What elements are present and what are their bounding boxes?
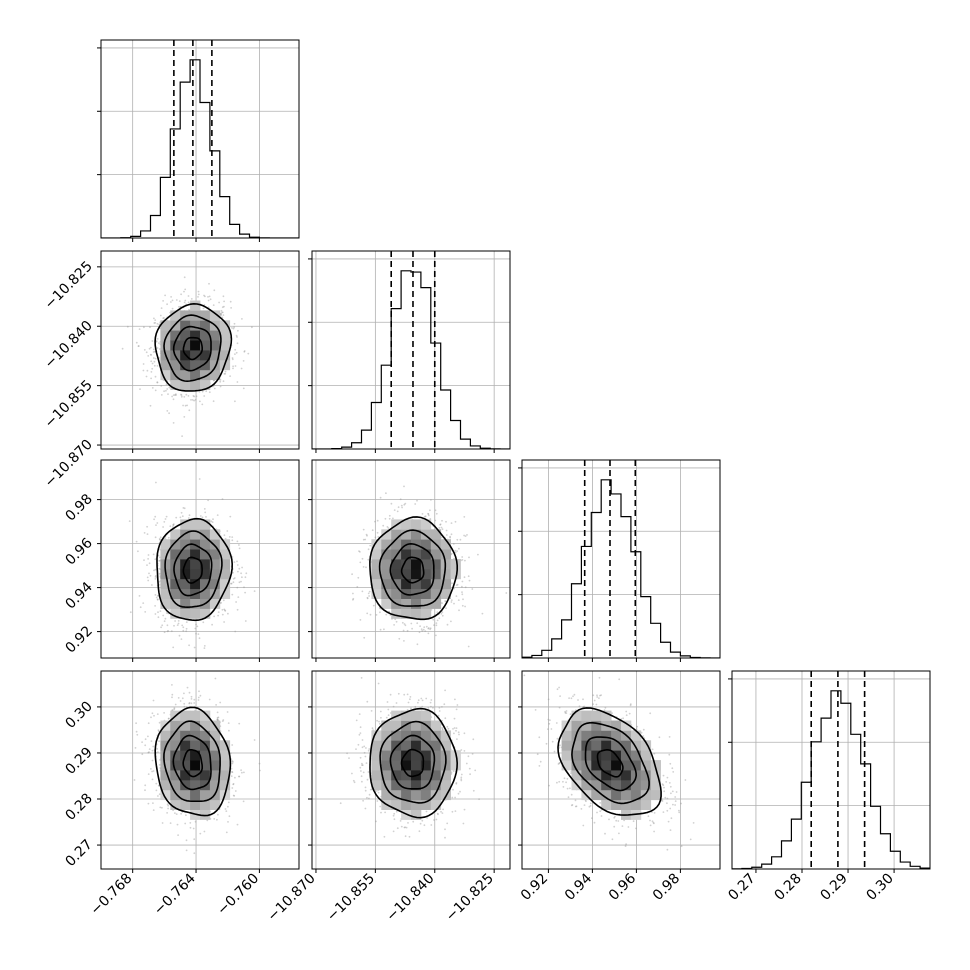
panel-3-3: [728, 670, 931, 873]
contour-3: [154, 706, 232, 817]
panel-frame: [521, 670, 721, 870]
contour-3: [557, 707, 662, 816]
contour-1: [389, 734, 436, 790]
panel-3-2: [518, 670, 721, 873]
panel-frame: [100, 670, 300, 870]
density-blocks: [561, 710, 661, 820]
x-tick-label: 0.96: [606, 870, 639, 903]
contour-0: [400, 748, 425, 778]
x-tick-label: −0.760: [214, 871, 262, 919]
contour-3: [154, 302, 233, 392]
x-tick-label: 0.28: [771, 871, 804, 904]
x-tick-label: −0.768: [88, 871, 136, 919]
contour-1: [172, 325, 212, 372]
contour-3: [156, 517, 234, 622]
x-tick-label: −10.870: [265, 871, 319, 925]
y-tick-label: 0.98: [62, 491, 95, 524]
contour-3: [369, 516, 458, 621]
panel-3-1: [308, 670, 511, 873]
histogram-3: [732, 690, 930, 869]
density-blocks: [160, 519, 231, 619]
y-tick-label: 0.94: [62, 579, 95, 612]
panel-frame: [521, 459, 721, 659]
panel-2-2: [518, 459, 721, 662]
x-tick-label: 0.94: [562, 870, 595, 903]
y-tick-label: −10.840: [42, 318, 96, 372]
contour-0: [182, 749, 203, 778]
x-tick-label: 0.98: [650, 871, 683, 904]
contour-2: [571, 722, 650, 805]
contour-1: [389, 542, 435, 596]
panel-frame: [100, 459, 300, 659]
contour-1: [172, 734, 212, 791]
y-tick-label: −10.870: [42, 437, 96, 491]
x-tick-label: 0.29: [818, 871, 851, 904]
contour-2: [163, 720, 221, 802]
x-tick-label: 0.27: [725, 871, 758, 904]
y-tick-label: −10.855: [42, 377, 96, 431]
contour-1: [173, 543, 213, 597]
contour-2: [378, 529, 447, 607]
y-tick-label: 0.29: [62, 744, 95, 777]
x-tick-label: −10.825: [443, 871, 497, 925]
histogram-2: [522, 479, 720, 658]
x-tick-label: −0.764: [151, 870, 199, 918]
panel-frame: [311, 670, 511, 870]
contour-3: [369, 707, 459, 819]
panel-2-0: [97, 459, 300, 662]
panel-1-0: [97, 250, 300, 453]
histogram-1: [312, 270, 510, 449]
panel-1-1: [308, 250, 511, 453]
histogram-0: [101, 59, 299, 238]
contour-2: [164, 530, 223, 609]
x-tick-label: 0.30: [864, 871, 897, 904]
y-tick-label: −10.825: [42, 258, 96, 312]
y-tick-label: 0.28: [62, 791, 95, 824]
density-blocks: [160, 300, 231, 390]
contour-1: [584, 736, 638, 792]
panel-frame: [731, 670, 931, 870]
y-tick-label: 0.27: [62, 837, 95, 870]
contour-0: [400, 556, 425, 584]
contour-2: [379, 720, 447, 804]
y-tick-label: 0.30: [62, 698, 95, 731]
y-tick-label: 0.92: [62, 623, 95, 656]
panel-frame: [311, 459, 511, 659]
panel-frame: [100, 250, 300, 450]
x-tick-label: −10.840: [383, 871, 437, 925]
panel-frame: [311, 250, 511, 450]
x-tick-label: −10.855: [324, 871, 378, 925]
y-tick-label: 0.96: [62, 535, 95, 568]
contour-2: [163, 314, 222, 383]
panel-0-0: [97, 39, 300, 242]
x-tick-label: 0.92: [518, 871, 551, 904]
contour-0: [182, 336, 203, 361]
panel-frame: [100, 39, 300, 239]
contour-0: [182, 556, 203, 584]
panel-3-0: [97, 670, 300, 873]
panel-2-1: [308, 459, 511, 662]
contour-0: [596, 749, 624, 778]
